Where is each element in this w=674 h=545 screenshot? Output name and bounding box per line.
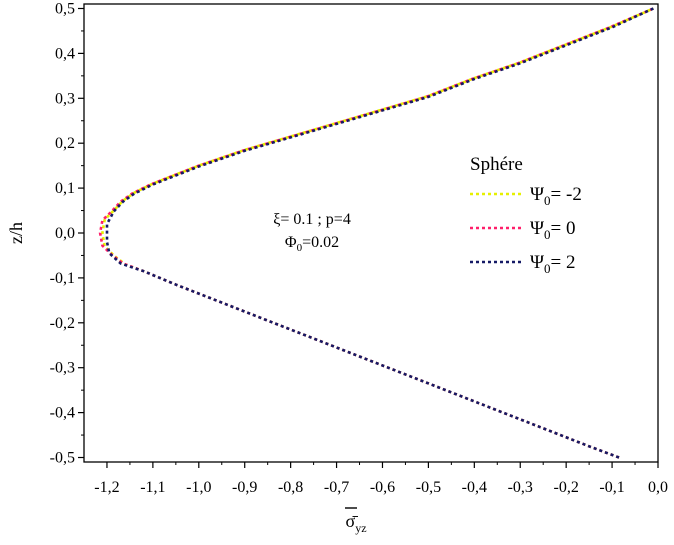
x-tick-label: -0,5 [416,479,441,496]
y-tick-label: -0,4 [50,405,75,422]
legend-label: Ψ0= -2 [530,184,582,208]
x-tick-label: -0,4 [462,479,487,496]
annotation: ξ= 0.1 ; p=4 Φ0=0.02 [273,211,351,254]
x-tick-label: -1,1 [140,479,165,496]
x-tick-label: -0,2 [553,479,578,496]
legend-entries: Ψ0= -2 Ψ0= 0 Ψ0= 2 [470,184,582,276]
x-axis-title: σ̄yz [345,511,366,535]
annotation-line-1: ξ= 0.1 ; p=4 [273,211,351,228]
y-tick-label: 0,1 [55,180,75,197]
y-tick-label: 0,4 [55,45,75,62]
x-tick-label: -1,2 [94,479,119,496]
legend: Sphére Ψ0= -2 Ψ0= 0 Ψ0= 2 [470,154,582,276]
x-tick-label: -0,7 [324,479,349,496]
y-tick-label: -0,3 [50,360,75,377]
x-tick-label: -0,3 [508,479,533,496]
x-tick-label: -0,6 [370,479,395,496]
x-axis-title-subscript: yz [355,521,366,535]
legend-label: Ψ0= 0 [530,218,576,242]
annotation-phi-symbol: Φ [285,234,297,251]
y-tick-label: -0,1 [50,270,75,287]
x-axis: -1,2 -1,1 -1,0 -0,9 -0,8 -0,7 -0,6 -0,5 -0,4 -0,3… [94,462,668,496]
annotation-phi-subscript: 0 [297,242,303,254]
legend-label: Ψ0= 2 [530,252,576,276]
y-tick-label: 0,2 [55,135,75,152]
series-layer [98,7,654,459]
x-tick-label: -1,0 [186,479,211,496]
axis-titles: z/h σ̄yz [6,222,367,535]
y-tick-label: 0,0 [55,225,75,242]
annotation-line-2: Φ0=0.02 [285,234,339,254]
x-tick-label: -0,9 [232,479,257,496]
y-axis-title: z/h [6,222,26,244]
y-tick-label: 0,5 [55,0,75,17]
x-tick-label: -0,1 [599,479,624,496]
x-tick-label: 0,0 [648,479,668,496]
y-tick-label: -0,5 [50,450,75,467]
y-tick-label: -0,2 [50,315,75,332]
x-axis-title-symbol: σ̄ [345,511,358,531]
x-tick-label: -0,8 [278,479,303,496]
legend-title: Sphére [470,154,523,175]
y-tick-label: 0,3 [55,90,75,107]
series-line-0 [101,7,654,459]
annotation-phi-value: =0.02 [302,234,339,251]
y-axis: 0,5 0,4 0,3 0,2 0,1 0,0 -0,1 -0,2 -0,3 -0,4 -0,5 [50,0,84,467]
